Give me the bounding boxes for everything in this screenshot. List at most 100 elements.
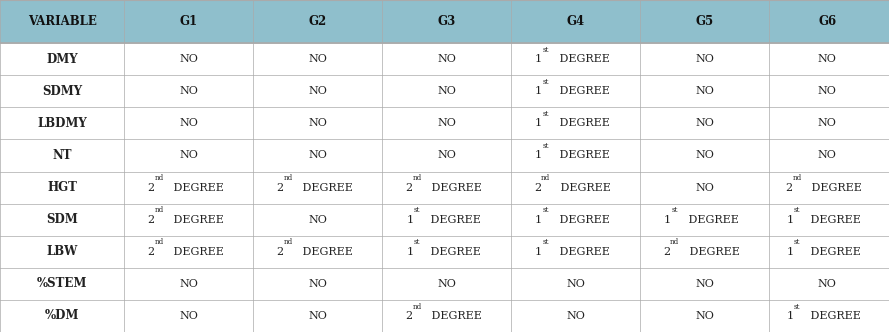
Text: st: st: [794, 207, 800, 214]
Text: %STEM: %STEM: [37, 277, 87, 290]
Text: 2: 2: [534, 183, 541, 193]
Bar: [0, 172, 889, 204]
Text: DEGREE: DEGREE: [557, 183, 611, 193]
Text: 1: 1: [787, 311, 794, 321]
Text: 1: 1: [535, 54, 542, 64]
Text: NO: NO: [566, 311, 585, 321]
Text: G3: G3: [437, 15, 456, 28]
Text: DMY: DMY: [46, 53, 78, 66]
Text: NO: NO: [695, 119, 714, 128]
Bar: [0, 43, 889, 75]
Text: st: st: [542, 110, 549, 118]
Text: st: st: [794, 238, 800, 246]
Text: DEGREE: DEGREE: [807, 311, 861, 321]
Text: DEGREE: DEGREE: [556, 150, 610, 160]
Text: DEGREE: DEGREE: [685, 247, 740, 257]
Text: VARIABLE: VARIABLE: [28, 15, 97, 28]
Text: DEGREE: DEGREE: [556, 215, 610, 225]
Text: 2: 2: [276, 183, 284, 193]
Text: st: st: [671, 207, 677, 214]
Text: G5: G5: [695, 15, 714, 28]
Bar: [0, 139, 889, 172]
Text: DEGREE: DEGREE: [427, 215, 481, 225]
Text: nd: nd: [155, 238, 164, 246]
Text: nd: nd: [412, 174, 421, 182]
Text: st: st: [542, 142, 549, 150]
Text: st: st: [542, 238, 549, 246]
Text: %DM: %DM: [45, 309, 79, 322]
Text: G1: G1: [180, 15, 198, 28]
Text: 1: 1: [406, 215, 413, 225]
Text: nd: nd: [284, 174, 292, 182]
Text: NO: NO: [180, 150, 198, 160]
Text: 2: 2: [663, 247, 670, 257]
Text: NO: NO: [695, 86, 714, 96]
Text: NO: NO: [308, 119, 327, 128]
Text: 2: 2: [276, 247, 284, 257]
Text: NO: NO: [180, 279, 198, 289]
Bar: [0, 75, 889, 107]
Text: NO: NO: [695, 150, 714, 160]
Text: NO: NO: [695, 311, 714, 321]
Text: LBW: LBW: [46, 245, 78, 258]
Text: 2: 2: [148, 215, 155, 225]
Bar: [0, 300, 889, 332]
Text: nd: nd: [155, 207, 164, 214]
Text: 1: 1: [406, 247, 413, 257]
Text: NO: NO: [308, 150, 327, 160]
Text: st: st: [413, 207, 420, 214]
Text: st: st: [542, 207, 549, 214]
Bar: [0, 268, 889, 300]
Text: NO: NO: [695, 54, 714, 64]
Text: 2: 2: [786, 183, 793, 193]
Bar: [0, 0, 889, 43]
Text: NO: NO: [818, 119, 837, 128]
Text: DEGREE: DEGREE: [556, 54, 610, 64]
Text: DEGREE: DEGREE: [556, 247, 610, 257]
Text: NO: NO: [818, 86, 837, 96]
Text: DEGREE: DEGREE: [685, 215, 739, 225]
Text: NO: NO: [180, 119, 198, 128]
Text: DEGREE: DEGREE: [299, 247, 353, 257]
Text: 1: 1: [535, 247, 542, 257]
Text: 2: 2: [148, 247, 155, 257]
Text: NO: NO: [437, 54, 456, 64]
Text: nd: nd: [155, 174, 164, 182]
Text: DEGREE: DEGREE: [556, 119, 610, 128]
Text: NO: NO: [308, 279, 327, 289]
Text: NT: NT: [52, 149, 72, 162]
Text: NO: NO: [437, 86, 456, 96]
Text: NO: NO: [818, 279, 837, 289]
Text: 1: 1: [535, 150, 542, 160]
Text: G2: G2: [308, 15, 327, 28]
Text: NO: NO: [308, 54, 327, 64]
Text: NO: NO: [818, 150, 837, 160]
Text: st: st: [542, 78, 549, 86]
Text: st: st: [413, 238, 420, 246]
Text: NO: NO: [695, 183, 714, 193]
Text: st: st: [542, 46, 549, 54]
Text: DEGREE: DEGREE: [299, 183, 353, 193]
Text: nd: nd: [284, 238, 292, 246]
Text: 1: 1: [787, 247, 794, 257]
Text: NO: NO: [818, 54, 837, 64]
Text: nd: nd: [793, 174, 802, 182]
Text: DEGREE: DEGREE: [807, 247, 861, 257]
Text: NO: NO: [308, 86, 327, 96]
Text: 1: 1: [787, 215, 794, 225]
Text: DEGREE: DEGREE: [427, 247, 481, 257]
Text: NO: NO: [437, 119, 456, 128]
Text: NO: NO: [180, 311, 198, 321]
Text: DEGREE: DEGREE: [807, 215, 861, 225]
Text: 1: 1: [535, 215, 542, 225]
Text: DEGREE: DEGREE: [170, 215, 224, 225]
Text: DEGREE: DEGREE: [428, 183, 482, 193]
Bar: [0, 204, 889, 236]
Text: 2: 2: [405, 183, 412, 193]
Text: NO: NO: [437, 150, 456, 160]
Text: nd: nd: [412, 303, 421, 311]
Text: 1: 1: [535, 119, 542, 128]
Text: NO: NO: [695, 279, 714, 289]
Text: HGT: HGT: [47, 181, 77, 194]
Text: 1: 1: [535, 86, 542, 96]
